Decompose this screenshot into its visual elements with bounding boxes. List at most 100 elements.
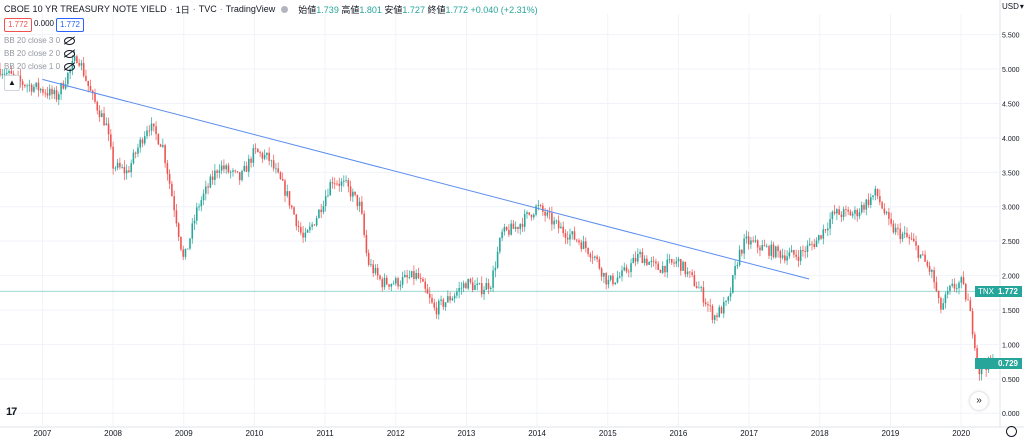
candle-body xyxy=(903,232,906,234)
candle-body xyxy=(594,256,596,258)
candle-body xyxy=(85,75,87,81)
candle-body xyxy=(917,245,920,258)
candle-body xyxy=(560,226,562,229)
candle-body xyxy=(148,130,151,132)
candle-body xyxy=(820,235,822,239)
candle-body xyxy=(442,299,445,307)
candle-body xyxy=(499,238,501,252)
indicator-legend-item[interactable]: BB 20 close 1 0 xyxy=(4,62,76,72)
candle-body xyxy=(824,229,827,231)
candle-body xyxy=(797,256,800,261)
indicator-legend-item[interactable]: BB 20 close 3 0 xyxy=(4,36,76,46)
candle-body xyxy=(293,207,295,215)
interval-label[interactable]: 1日 xyxy=(175,4,190,15)
candle-body xyxy=(897,227,899,229)
sell-button[interactable]: 1.772 xyxy=(4,18,32,32)
candle-body xyxy=(722,301,725,314)
candle-body xyxy=(756,240,759,248)
eye-off-icon[interactable] xyxy=(64,62,76,71)
x-tick-label: 2011 xyxy=(316,429,334,438)
candle-body xyxy=(716,315,718,317)
candle-body xyxy=(589,254,592,258)
market-status-dot-icon xyxy=(281,5,289,13)
candle-body xyxy=(426,288,429,294)
candle-body xyxy=(225,165,227,170)
chevron-up-icon[interactable]: ▲ xyxy=(4,75,20,91)
candle-body xyxy=(937,291,940,299)
candle-body xyxy=(10,71,13,74)
candle-body xyxy=(263,155,266,159)
candle-body xyxy=(872,195,874,198)
x-tick-label: 2012 xyxy=(387,429,405,438)
y-tick-label: 2.000 xyxy=(1002,274,1020,281)
candle-body xyxy=(272,160,275,169)
candle-body xyxy=(309,226,311,231)
candle-body xyxy=(406,274,408,278)
candle-body xyxy=(530,214,533,218)
low-label: 安値 xyxy=(384,4,403,15)
symbol-title[interactable]: CBOE 10 YR TREASURY NOTE YIELD xyxy=(4,4,167,14)
x-tick-label: 2019 xyxy=(882,429,900,438)
candle-body xyxy=(643,258,646,264)
candle-body xyxy=(971,311,974,335)
x-tick-label: 2015 xyxy=(599,429,617,438)
candle-body xyxy=(702,287,705,303)
header-separator: · xyxy=(192,4,196,14)
gear-icon[interactable] xyxy=(1006,426,1017,437)
candle-body xyxy=(456,291,458,296)
candle-body xyxy=(134,152,137,154)
candle-body xyxy=(711,305,714,320)
candle-body xyxy=(5,72,8,75)
candle-body xyxy=(557,220,560,229)
candle-body xyxy=(494,267,497,271)
candle-body xyxy=(248,158,250,172)
candle-body xyxy=(933,270,935,283)
candle-body xyxy=(182,249,184,257)
indicator-label: BB 20 close 1 0 xyxy=(4,62,61,71)
candle-body xyxy=(48,88,51,96)
candle-body xyxy=(186,248,189,250)
candle-body xyxy=(367,252,370,265)
indicator-legend-item[interactable]: BB 20 close 2 0 xyxy=(4,49,76,59)
candle-body xyxy=(741,249,743,254)
currency-selector[interactable]: USD xyxy=(1002,2,1024,11)
candle-body xyxy=(666,259,669,273)
candle-body xyxy=(340,181,343,186)
candle-body xyxy=(1,74,4,76)
tradingview-logo-icon[interactable]: 17 xyxy=(6,406,17,418)
candle-body xyxy=(361,201,363,214)
eye-off-icon[interactable] xyxy=(64,49,76,58)
candle-body xyxy=(286,191,289,196)
candle-body xyxy=(575,239,578,241)
candle-body xyxy=(107,123,110,135)
candle-body xyxy=(700,287,702,289)
candle-body xyxy=(673,262,675,264)
candle-body xyxy=(747,236,750,245)
candle-body xyxy=(476,283,479,286)
candle-body xyxy=(510,223,512,235)
candle-body xyxy=(668,259,671,260)
candle-body xyxy=(614,282,617,285)
y-tick-label: 5.000 xyxy=(1002,67,1020,74)
buy-button[interactable]: 1.772 xyxy=(56,18,84,32)
candle-body xyxy=(867,199,870,205)
candle-body xyxy=(480,283,483,295)
candle-body xyxy=(804,251,806,252)
y-tick-label: 3.000 xyxy=(1002,205,1020,212)
double-chevron-right-icon[interactable]: » xyxy=(970,392,988,410)
candle-body xyxy=(485,283,488,290)
candle-body xyxy=(297,226,300,228)
candle-body xyxy=(42,88,44,93)
candle-body xyxy=(680,259,682,271)
candle-body xyxy=(876,188,879,197)
eye-off-icon[interactable] xyxy=(64,36,76,45)
candle-body xyxy=(587,247,589,255)
candle-body xyxy=(143,136,146,144)
candle-body xyxy=(216,170,218,173)
candle-body xyxy=(596,256,598,260)
candle-body xyxy=(729,292,732,297)
candle-body xyxy=(53,90,56,95)
candle-body xyxy=(3,74,6,75)
candle-body xyxy=(693,274,696,287)
